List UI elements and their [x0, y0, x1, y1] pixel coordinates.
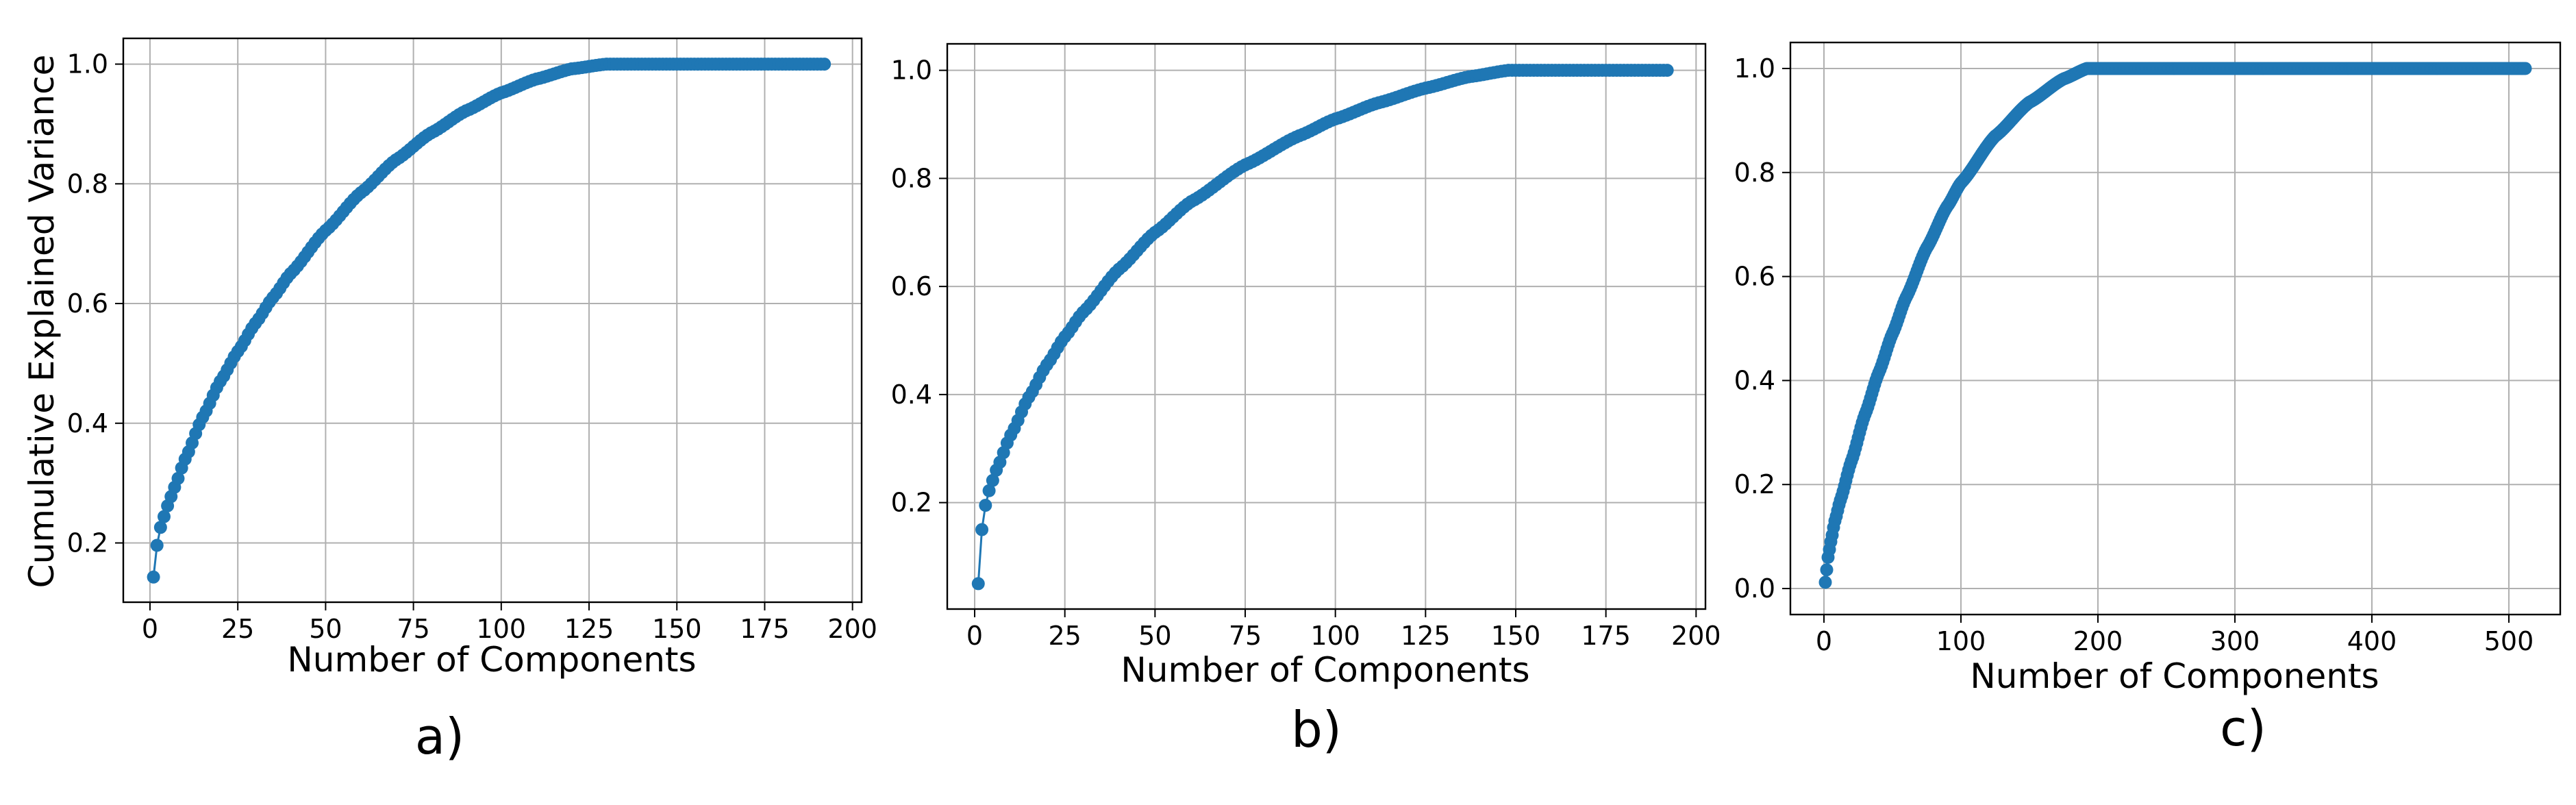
x-axis-label-c: Number of Components — [1970, 656, 2379, 696]
y-tick-label: 1.0 — [891, 55, 932, 86]
x-tick-label: 0 — [966, 621, 983, 651]
data-point — [1818, 575, 1832, 589]
x-tick-label: 0 — [1816, 626, 1832, 656]
x-tick-label: 175 — [740, 614, 790, 644]
x-tick-label: 500 — [2484, 626, 2534, 656]
data-point — [982, 484, 996, 497]
axes-frame-c — [1789, 41, 2562, 616]
x-tick-label: 0 — [142, 614, 158, 644]
data-point — [150, 538, 164, 552]
data-point — [153, 521, 167, 534]
x-tick-label: 100 — [1936, 626, 1986, 656]
series-line — [1824, 67, 2525, 583]
x-tick-label: 200 — [2073, 626, 2123, 656]
x-tick-label: 200 — [1671, 621, 1721, 651]
data-point — [2518, 62, 2532, 75]
x-tick-label: 100 — [477, 614, 527, 644]
data-point — [147, 570, 160, 584]
x-tick-label: 300 — [2210, 626, 2260, 656]
data-point — [971, 577, 985, 591]
y-tick-label: 0.8 — [1734, 158, 1775, 188]
x-tick-label: 25 — [1049, 621, 1081, 651]
panel-label-a: a) — [415, 708, 464, 765]
x-tick-label: 25 — [221, 614, 254, 644]
axes-frame-a — [122, 37, 863, 604]
y-tick-label: 0.6 — [891, 271, 932, 301]
x-axis-label-b: Number of Components — [1121, 650, 1529, 690]
x-tick-label: 150 — [1491, 621, 1541, 651]
x-tick-label: 175 — [1581, 621, 1631, 651]
y-tick-label: 0.2 — [67, 528, 108, 558]
x-tick-label: 400 — [2347, 626, 2397, 656]
data-point — [1820, 563, 1834, 577]
x-tick-label: 200 — [827, 614, 877, 644]
y-tick-label: 0.8 — [67, 169, 108, 199]
y-tick-label: 1.0 — [1734, 53, 1775, 84]
x-tick-label: 75 — [397, 614, 429, 644]
x-tick-label: 50 — [1138, 621, 1171, 651]
x-tick-label: 125 — [1401, 621, 1451, 651]
y-tick-label: 0.2 — [1734, 469, 1775, 499]
panel-label-b: b) — [1291, 701, 1342, 758]
data-point — [975, 523, 989, 536]
y-tick-label: 0.4 — [891, 380, 932, 410]
x-tick-label: 150 — [652, 614, 702, 644]
data-point — [1660, 64, 1674, 77]
x-tick-label: 75 — [1229, 621, 1262, 651]
data-point — [157, 510, 171, 523]
x-tick-label: 125 — [564, 614, 614, 644]
x-axis-label-a: Number of Components — [287, 640, 696, 680]
data-point — [979, 499, 992, 512]
panel-label-c: c) — [2220, 699, 2266, 757]
series-line — [977, 69, 1668, 584]
y-tick-label: 1.0 — [67, 49, 108, 79]
data-point — [818, 58, 831, 71]
panel-c: 0 100 200 300 400 500 0.0 0.2 0.4 0.6 0.8 1.0 Numbe… — [1734, 41, 2562, 757]
data-point — [986, 473, 999, 487]
y-tick-label: 0.8 — [891, 163, 932, 193]
panel-b: 0 25 50 75 100 125 150 175 200 0.2 0.4 0.6 0.8 1.0 Nu… — [891, 42, 1721, 758]
y-tick-label: 0.6 — [67, 288, 108, 319]
x-tick-label: 100 — [1310, 621, 1360, 651]
y-tick-label: 0.0 — [1734, 573, 1775, 604]
y-tick-label: 0.4 — [1734, 365, 1775, 395]
x-tick-label: 50 — [309, 614, 342, 644]
y-axis-label-a: Cumulative Explained Variance — [22, 55, 62, 589]
y-tick-label: 0.2 — [891, 488, 932, 518]
axes-frame-b — [946, 42, 1707, 610]
y-tick-label: 0.6 — [1734, 262, 1775, 292]
y-tick-label: 0.4 — [67, 408, 108, 438]
data-point — [171, 471, 185, 485]
panel-a: 0 25 50 75 100 125 150 175 200 0.2 0.4 0.6 0.8 1.0 Nu… — [22, 37, 877, 765]
